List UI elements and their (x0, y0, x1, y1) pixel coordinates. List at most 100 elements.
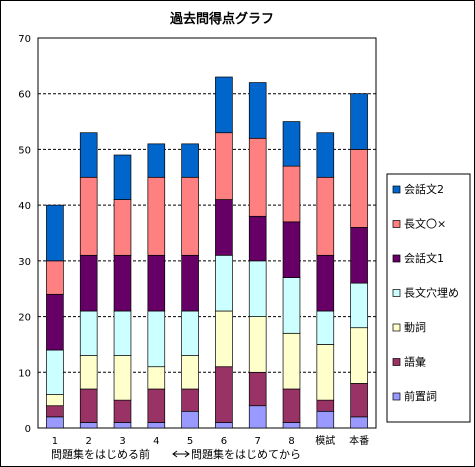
bar-stack (350, 93, 368, 429)
bar-segment (147, 422, 166, 429)
bar-segment (248, 215, 267, 262)
y-tick-label: 10 (18, 368, 31, 379)
bar-segment (316, 344, 335, 401)
x-tick-label: 本番 (349, 434, 369, 447)
bar-stack (248, 82, 267, 429)
bar-stack (181, 143, 199, 429)
bar-segment (248, 316, 267, 373)
annotation-before: 問題集をはじめる前 (51, 447, 150, 461)
bar-segment (181, 410, 199, 429)
bar-segment (215, 76, 233, 134)
bar-segment (46, 405, 64, 418)
legend-label: 会話文2 (404, 182, 444, 196)
bar-segment (248, 82, 267, 139)
bar-segment (350, 416, 368, 429)
bar-segment (46, 416, 64, 429)
bar-segment (248, 405, 267, 429)
legend-item: 前置詞 (392, 389, 437, 403)
bar-segment (147, 366, 166, 390)
legend-swatch (392, 323, 401, 332)
bar-segment (248, 260, 267, 317)
legend-item: 語彙 (392, 355, 426, 369)
bar-segment (215, 310, 233, 368)
bar-segment (316, 254, 335, 312)
y-tick-label: 40 (18, 201, 31, 212)
y-tick-label: 50 (18, 145, 31, 156)
y-axis-ticks: 0 10 20 30 40 50 60 70 (18, 34, 31, 435)
bar-segment (316, 310, 335, 345)
bar-segment (282, 221, 301, 278)
bar-segment (46, 349, 64, 395)
bar-segment (79, 355, 98, 390)
bar-segment (316, 410, 335, 429)
bar-segment (282, 388, 301, 423)
legend-swatch (392, 254, 401, 263)
x-tick-label: 5 (187, 436, 193, 447)
bar-segment (79, 388, 98, 423)
bar-segment (79, 422, 98, 429)
chart-title: 過去問得点グラフ (169, 11, 274, 27)
bar-segment (113, 254, 132, 312)
bar-segment (113, 199, 132, 256)
bar-segment (316, 399, 335, 412)
bar-segment (113, 310, 132, 356)
bar-stack (316, 132, 335, 429)
bar-segment (350, 282, 368, 329)
legend-item: 会話文2 (392, 182, 444, 196)
x-tick-label: 8 (288, 436, 294, 447)
x-tick-label: 3 (119, 436, 125, 447)
double-arrow-icon (172, 450, 190, 458)
x-tick-label: 4 (153, 436, 159, 447)
x-tick-label: 6 (221, 436, 227, 447)
legend-label: 長文穴埋め (404, 286, 459, 300)
bar-stack (46, 204, 64, 429)
legend-item: 長文穴埋め (392, 286, 459, 300)
bar-stack (113, 154, 132, 429)
bar-segment (350, 383, 368, 418)
x-tick-label: 7 (255, 436, 261, 447)
bar-segment (113, 399, 132, 423)
bar-segment (350, 93, 368, 150)
y-tick-label: 20 (18, 313, 31, 324)
bar-segment (147, 254, 166, 312)
bar-segment (79, 132, 98, 178)
legend-label: 長文〇× (404, 217, 446, 231)
bar-segment (113, 422, 132, 429)
bar-segment (113, 154, 132, 200)
bar-segment (113, 355, 132, 401)
bar-stack (147, 143, 166, 429)
legend-box (386, 173, 471, 423)
bar-segment (46, 204, 64, 262)
bar-segment (282, 422, 301, 429)
bar-segment (350, 149, 368, 228)
bar-segment (181, 310, 199, 356)
legend-item: 長文〇× (392, 217, 446, 231)
bar-segment (181, 143, 199, 178)
bar-segment (46, 260, 64, 295)
bar-segment (46, 293, 64, 351)
bar-segment (181, 254, 199, 312)
x-tick-label: 模試 (315, 434, 335, 447)
bar-segment (248, 137, 267, 217)
bar-segment (316, 176, 335, 256)
legend-label: 会話文1 (404, 251, 444, 265)
legend-swatch (392, 220, 401, 228)
bar-segment (215, 254, 233, 312)
bar-segment (282, 332, 301, 390)
bar-stack (215, 76, 233, 429)
annotation-after: 問題集をはじめてから (191, 447, 301, 461)
bar-segment (147, 176, 166, 256)
bar-segment (79, 310, 98, 356)
legend-label: 動詞 (404, 320, 426, 334)
bar-segment (215, 199, 233, 256)
bar-segment (147, 310, 166, 368)
x-tick-label: 2 (86, 436, 92, 447)
legend-swatch (392, 392, 401, 401)
bar-segment (79, 176, 98, 256)
bar-segment (215, 422, 233, 429)
bar-segment (147, 388, 166, 423)
legend-swatch (392, 289, 401, 297)
legend-item: 会話文1 (392, 251, 444, 265)
